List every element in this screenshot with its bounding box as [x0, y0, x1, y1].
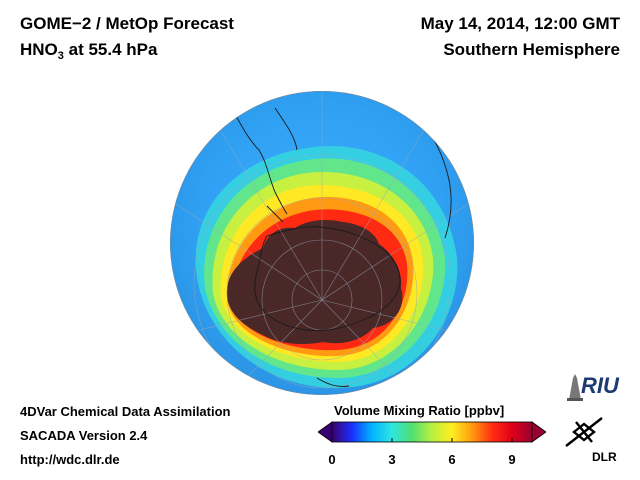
- website-link[interactable]: http://wdc.dlr.de: [20, 452, 120, 467]
- dlr-logo-icon: [565, 417, 603, 447]
- coastlines: [226, 97, 452, 387]
- map-title: GOME−2 / MetOp Forecast: [20, 14, 234, 33]
- riu-logo-icon: [567, 374, 583, 401]
- hemisphere-label: Southern Hemisphere: [443, 40, 620, 59]
- colorbar-high-arrow: [531, 421, 546, 443]
- species-label: HNO3 at 55.4 hPa: [20, 40, 157, 62]
- species-subscript: 3: [57, 50, 64, 62]
- colorbar: [318, 421, 546, 443]
- colorbar-tick-9: 9: [508, 452, 516, 467]
- colorbar-gradient: [331, 421, 533, 443]
- riu-logo-text: RIU: [581, 373, 619, 398]
- polar-vortex-core: [226, 220, 403, 344]
- assimilation-label: 4DVar Chemical Data Assimilation: [20, 404, 231, 419]
- colorbar-tick-3: 3: [388, 452, 396, 467]
- southern-hemisphere-globe: [170, 91, 474, 395]
- species-prefix: HNO: [20, 40, 58, 59]
- species-suffix: at 55.4 hPa: [63, 40, 158, 59]
- colorbar-title: Volume Mixing Ratio [ppbv]: [334, 403, 505, 418]
- colorbar-tick-6: 6: [448, 452, 456, 467]
- colorbar-tick-0: 0: [328, 452, 336, 467]
- forecast-datetime: May 14, 2014, 12:00 GMT: [420, 14, 620, 33]
- version-label: SACADA Version 2.4: [20, 428, 148, 443]
- dlr-logo-text: DLR: [592, 450, 617, 464]
- colorbar-low-arrow: [318, 421, 333, 443]
